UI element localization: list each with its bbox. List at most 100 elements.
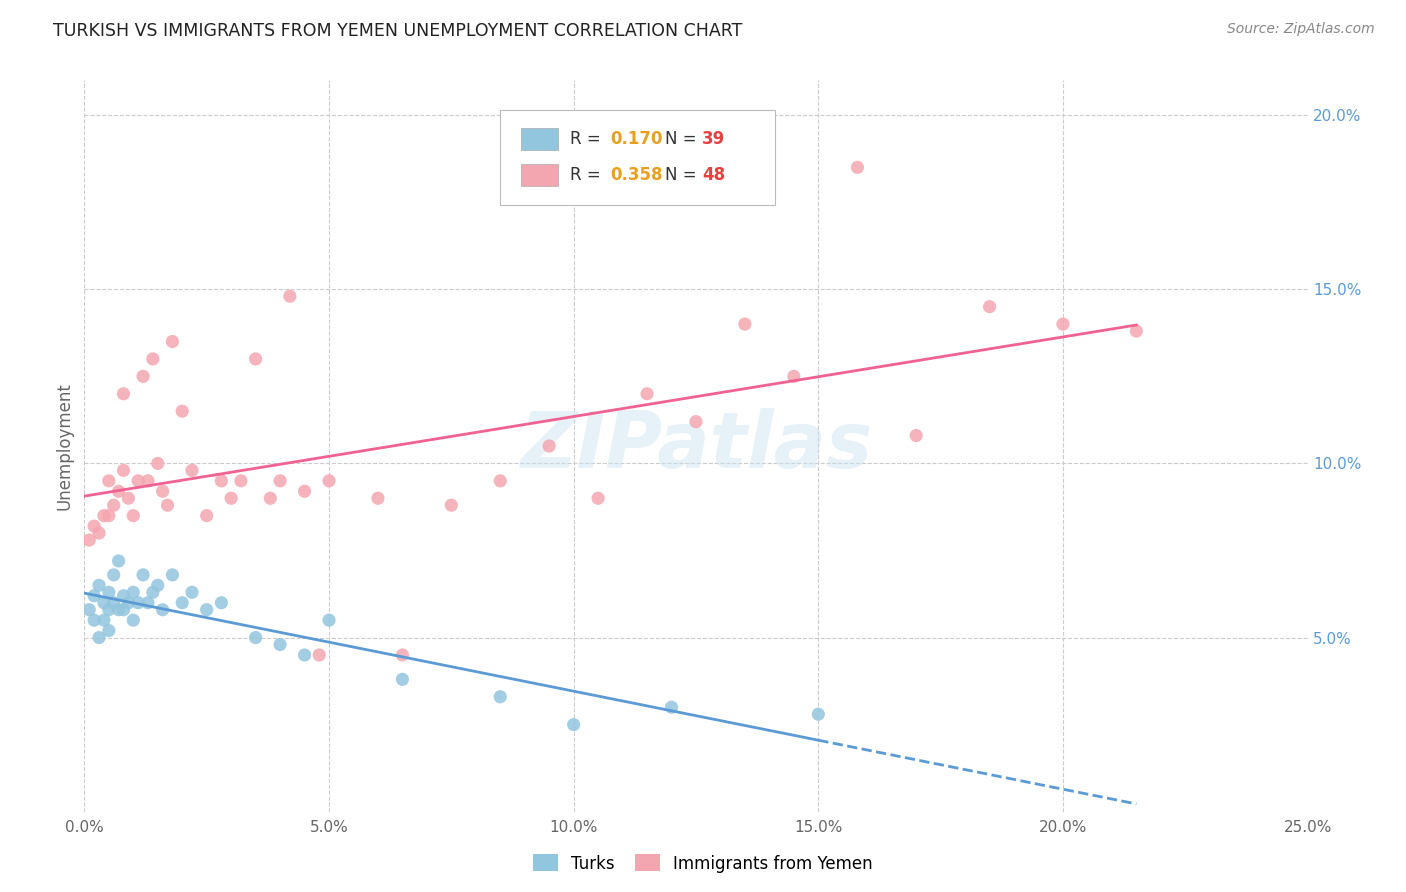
Point [112,463,135,477]
Point [685,415,707,429]
Point [783,369,806,384]
Point [278,289,301,303]
Point [146,457,169,471]
Point [308,648,330,662]
Point [1052,317,1074,331]
Point [367,491,389,506]
Point [87,631,110,645]
Point [97,603,120,617]
Text: N =: N = [665,130,702,148]
Point [112,386,135,401]
Point [117,491,139,506]
Point [259,491,281,506]
Point [489,474,512,488]
Point [979,300,1001,314]
Point [83,519,105,533]
Point [734,317,756,331]
Point [440,498,463,512]
Point [489,690,512,704]
Bar [522,164,558,186]
Point [103,567,125,582]
Point [103,498,125,512]
Point [269,474,291,488]
Text: TURKISH VS IMMIGRANTS FROM YEMEN UNEMPLOYMENT CORRELATION CHART: TURKISH VS IMMIGRANTS FROM YEMEN UNEMPLO… [53,22,742,40]
Point [146,578,169,592]
Point [97,508,120,523]
Text: 39: 39 [702,130,725,148]
Point [162,334,184,349]
Point [294,484,316,499]
Point [136,474,159,488]
Point [846,161,869,175]
Point [269,638,291,652]
Point [245,351,267,366]
Point [93,508,115,523]
Point [93,596,115,610]
Point [209,474,232,488]
Point [77,533,100,547]
Point [181,463,204,477]
Point [97,585,120,599]
Point [152,603,174,617]
Point [83,589,105,603]
Point [156,498,179,512]
Text: 0.170: 0.170 [610,130,662,148]
Point [195,603,218,617]
Point [661,700,683,714]
Point [807,707,830,722]
Point [107,484,129,499]
Text: ZIPatlas: ZIPatlas [520,408,872,484]
Point [107,554,129,568]
Point [636,386,658,401]
Point [112,589,135,603]
Point [77,603,100,617]
Text: R =: R = [569,130,606,148]
Point [83,613,105,627]
Text: R =: R = [569,167,606,185]
Text: 48: 48 [702,167,725,185]
Point [122,508,145,523]
Text: N =: N = [665,167,702,185]
Point [391,673,413,687]
FancyBboxPatch shape [501,110,776,204]
Point [122,585,145,599]
Point [172,404,194,418]
Y-axis label: Unemployment: Unemployment [55,382,73,510]
Bar [522,128,558,150]
Point [181,585,204,599]
Point [122,613,145,627]
Point [127,596,149,610]
Point [905,428,928,442]
Point [142,585,165,599]
Point [162,567,184,582]
Point [195,508,218,523]
Point [538,439,561,453]
Point [294,648,316,662]
Point [127,474,149,488]
Point [112,603,135,617]
Point [93,613,115,627]
Point [318,474,340,488]
Point [318,613,340,627]
Point [172,596,194,610]
Point [562,717,585,731]
Point [142,351,165,366]
Legend: Turks, Immigrants from Yemen: Turks, Immigrants from Yemen [526,847,880,880]
Point [586,491,609,506]
Point [132,369,155,384]
Point [87,578,110,592]
Text: Source: ZipAtlas.com: Source: ZipAtlas.com [1227,22,1375,37]
Point [87,526,110,541]
Point [97,474,120,488]
Point [97,624,120,638]
Point [103,596,125,610]
Point [229,474,252,488]
Point [209,596,232,610]
Point [245,631,267,645]
Point [219,491,242,506]
Point [152,484,174,499]
Point [107,603,129,617]
Point [117,596,139,610]
Point [1125,324,1147,338]
Point [132,567,155,582]
